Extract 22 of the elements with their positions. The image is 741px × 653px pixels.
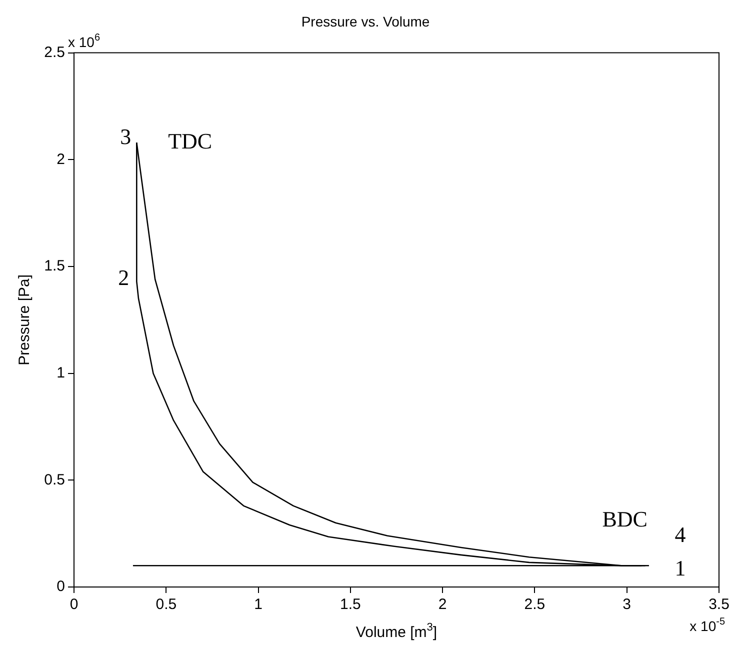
annotation: 2 <box>118 265 130 290</box>
x-tick-label: 1.5 <box>340 596 361 614</box>
y-tick-label: 1.5 <box>44 258 65 275</box>
x-tick-label: 0 <box>70 596 78 614</box>
x-tick-label: 3.5 <box>708 596 730 614</box>
chart-title: Pressure vs. Volume <box>301 13 430 30</box>
y-tick-label: 2.5 <box>44 44 65 61</box>
y-tick-label: 2 <box>56 150 65 168</box>
x-tick-label: 2.5 <box>524 596 546 614</box>
y-tick-label: 0 <box>56 578 65 596</box>
y-tick-label: 0.5 <box>44 471 65 488</box>
annotation: 1 <box>674 556 686 581</box>
x-tick-label: 2 <box>438 596 447 614</box>
y-tick-label: 1 <box>56 364 65 382</box>
annotation: TDC <box>168 128 212 154</box>
x-tick-label: 0.5 <box>156 596 177 614</box>
x-tick-label: 3 <box>622 596 632 614</box>
annotation: BDC <box>602 506 648 532</box>
y-axis-title: Pressure [Pa] <box>16 274 34 366</box>
annotation: 3 <box>120 124 132 150</box>
x-tick-label: 1 <box>254 596 262 614</box>
annotation: 4 <box>674 522 686 548</box>
